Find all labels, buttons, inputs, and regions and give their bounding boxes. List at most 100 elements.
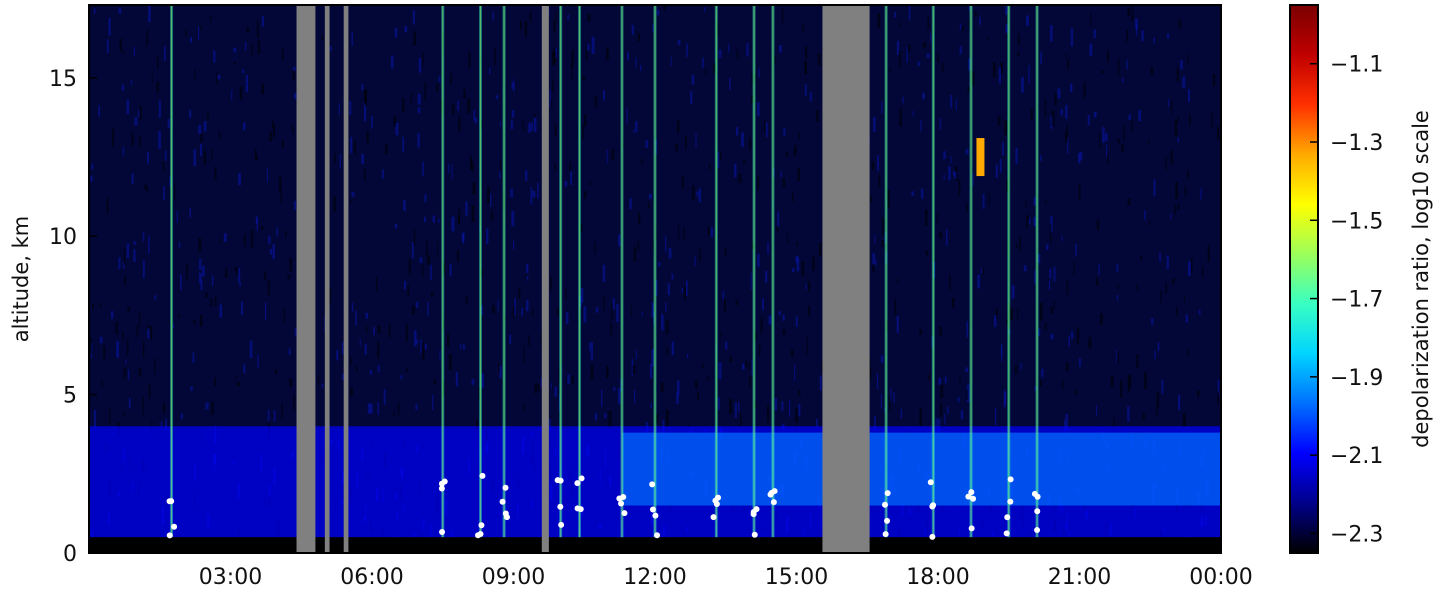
noise-speck [783, 128, 786, 136]
noise-speck [138, 367, 142, 377]
noise-speck [400, 375, 403, 380]
noise-speck [1021, 76, 1024, 93]
noise-speck [1066, 280, 1069, 295]
noise-speck [180, 274, 182, 291]
noise-speck [1184, 294, 1186, 303]
precip-streak-core [654, 5, 656, 538]
noise-speck [532, 190, 536, 198]
noise-speck [631, 24, 634, 35]
noise-speck [961, 26, 965, 31]
noise-speck [925, 209, 928, 227]
noise-speck [552, 52, 555, 66]
noise-speck [1065, 104, 1068, 119]
noise-speck [147, 152, 150, 164]
noise-speck [1065, 362, 1069, 372]
noise-speck [632, 365, 636, 375]
noise-speck [591, 36, 595, 55]
noise-speck [1045, 244, 1049, 251]
noise-speck [722, 291, 725, 300]
noise-speck [1187, 169, 1189, 179]
saturation-dot [710, 514, 717, 521]
noise-speck [906, 45, 908, 63]
noise-speck [979, 16, 981, 25]
noise-speck [354, 140, 356, 154]
noise-speck [499, 365, 502, 379]
noise-speck [995, 308, 999, 320]
noise-speck [293, 93, 297, 100]
noise-speck [231, 89, 233, 101]
noise-speck [631, 358, 634, 377]
noise-speck [1089, 43, 1093, 56]
noise-speck [492, 11, 495, 21]
noise-speck [361, 83, 364, 91]
noise-speck [110, 311, 114, 319]
noise-speck [1185, 314, 1188, 323]
noise-speck [199, 314, 203, 327]
noise-speck [571, 64, 573, 82]
noise-speck [939, 117, 941, 130]
noise-speck [289, 378, 293, 387]
noise-speck [872, 253, 876, 265]
noise-speck [317, 374, 320, 386]
noise-speck [268, 235, 271, 244]
noise-speck [1166, 33, 1170, 39]
noise-speck [796, 242, 798, 247]
noise-speck [805, 46, 808, 59]
noise-speck [495, 95, 499, 100]
noise-speck [777, 211, 780, 227]
noise-speck [1057, 88, 1061, 99]
noise-speck [782, 329, 786, 336]
noise-speck [1159, 252, 1161, 262]
noise-speck [278, 177, 282, 193]
noise-speck [514, 298, 516, 316]
precip-streak-core [885, 5, 887, 538]
noise-speck [169, 176, 172, 187]
noise-speck [267, 279, 270, 296]
noise-speck [534, 383, 538, 394]
noise-speck [971, 71, 975, 86]
noise-speck [511, 211, 515, 227]
noise-speck [366, 130, 369, 143]
noise-speck [510, 188, 514, 198]
noise-speck [234, 267, 237, 272]
noise-speck [1070, 28, 1074, 47]
noise-speck [1099, 313, 1103, 325]
noise-speck [528, 123, 532, 133]
saturation-dot [477, 530, 484, 537]
noise-speck [698, 188, 702, 203]
noise-speck [611, 149, 615, 161]
noise-speck [969, 18, 971, 30]
noise-speck [603, 90, 605, 101]
noise-speck [897, 278, 899, 284]
noise-speck [608, 411, 612, 429]
noise-speck [193, 149, 197, 167]
noise-speck [677, 120, 680, 134]
noise-speck [713, 63, 716, 74]
colorbar-tick-label: −1.1 [1330, 53, 1383, 78]
noise-speck [944, 376, 947, 384]
noise-speck [473, 110, 476, 121]
noise-speck [237, 267, 241, 283]
noise-speck [257, 40, 261, 55]
saturation-dot [620, 494, 627, 501]
noise-speck [450, 73, 452, 85]
noise-speck [900, 409, 903, 419]
noise-speck [555, 48, 558, 58]
noise-speck [367, 403, 371, 414]
noise-speck [1120, 380, 1123, 398]
noise-speck [148, 5, 151, 23]
noise-speck [798, 390, 801, 396]
noise-speck [430, 291, 434, 298]
noise-speck [280, 191, 282, 203]
noise-speck [411, 305, 415, 315]
noise-speck [665, 302, 667, 313]
noise-speck [565, 288, 567, 300]
noise-speck [898, 50, 901, 68]
noise-speck [881, 240, 885, 248]
noise-speck [512, 306, 516, 318]
noise-speck [549, 277, 552, 290]
noise-speck [1153, 179, 1156, 197]
noise-speck [1102, 127, 1105, 143]
noise-speck [893, 391, 895, 403]
